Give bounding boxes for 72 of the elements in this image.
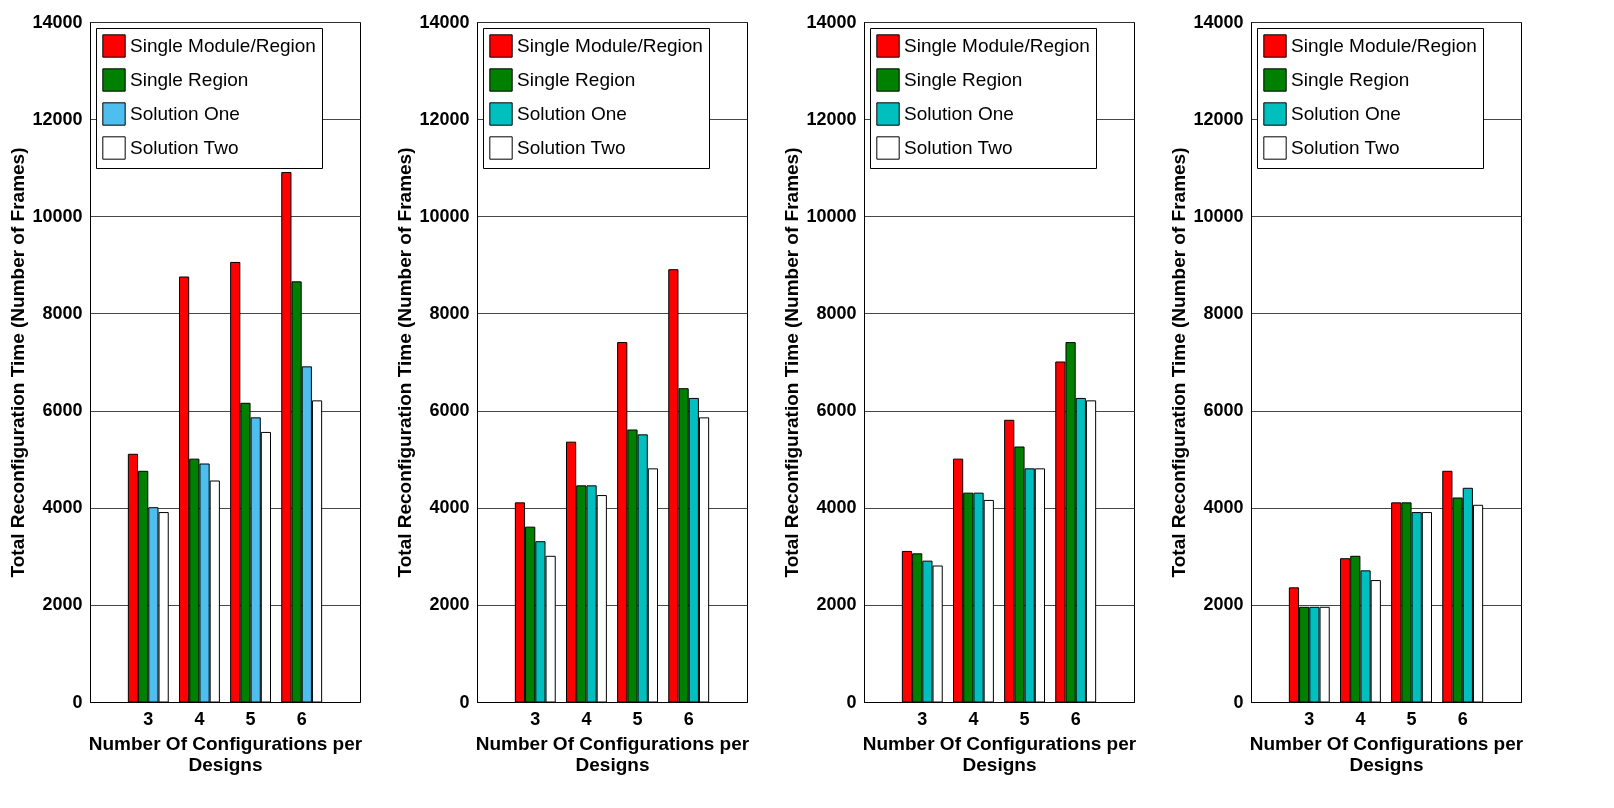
y-tick-label: 4000 (816, 497, 857, 518)
y-tick-label: 2000 (42, 594, 83, 615)
y-tick-label: 8000 (1203, 302, 1244, 323)
legend-label: Single Module/Region (517, 35, 703, 56)
x-axis-title: Number Of Configurations per Designs (862, 732, 1137, 775)
x-tick-label: 5 (1406, 708, 1417, 729)
legend-label: Single Region (130, 69, 249, 90)
x-tick-label: 5 (245, 708, 256, 729)
x-axis-title: Number Of Configurations per Designs (1249, 732, 1524, 775)
x-tick-label: 3 (917, 708, 928, 729)
x-tick-label: 4 (1355, 708, 1366, 729)
y-tick-label: 6000 (816, 400, 857, 421)
legend-label: Solution One (130, 103, 240, 124)
y-tick-label: 2000 (429, 594, 470, 615)
x-tick-label: 5 (632, 708, 643, 729)
legend-label: Solution Two (1291, 137, 1400, 158)
y-tick-label: 8000 (42, 302, 83, 323)
y-tick-label: 8000 (429, 302, 470, 323)
y-tick-label: 12000 (1193, 108, 1244, 129)
legend-label: Solution One (1291, 103, 1401, 124)
y-tick-label: 14000 (806, 11, 857, 32)
x-tick-label: 5 (1019, 708, 1030, 729)
y-tick-label: 12000 (419, 108, 470, 129)
legend-label: Single Region (904, 69, 1023, 90)
y-tick-label: 10000 (419, 205, 470, 226)
y-tick-label: 12000 (806, 108, 857, 129)
x-tick-label: 6 (296, 708, 307, 729)
x-axis-title: Number Of Configurations per Designs (88, 732, 363, 775)
y-tick-label: 2000 (816, 594, 857, 615)
y-tick-label: 0 (459, 691, 470, 712)
y-tick-label: 2000 (1203, 594, 1244, 615)
y-tick-label: 14000 (32, 11, 83, 32)
legend-label: Single Module/Region (1291, 35, 1477, 56)
y-axis-title: Total Reconfiguration Time (Number of Frames) (394, 147, 416, 578)
y-tick-label: 10000 (806, 205, 857, 226)
y-tick-label: 14000 (419, 11, 470, 32)
y-tick-label: 14000 (1193, 11, 1244, 32)
x-tick-label: 4 (968, 708, 979, 729)
legend-label: Solution One (904, 103, 1014, 124)
y-tick-label: 0 (846, 691, 857, 712)
x-tick-label: 6 (1457, 708, 1468, 729)
y-tick-label: 12000 (32, 108, 83, 129)
y-axis-title: Total Reconfiguration Time (Number of Frames) (7, 147, 29, 578)
legend-label: Solution Two (904, 137, 1013, 158)
x-axis-title: Number Of Configurations per Designs (475, 732, 750, 775)
x-tick-label: 6 (683, 708, 694, 729)
y-tick-label: 6000 (1203, 400, 1244, 421)
x-tick-label: 3 (1304, 708, 1315, 729)
y-tick-label: 0 (1233, 691, 1244, 712)
legend-label: Single Region (1291, 69, 1410, 90)
legend-label: Solution Two (130, 137, 239, 158)
legend-label: Solution One (517, 103, 627, 124)
legend-label: Single Region (517, 69, 636, 90)
y-axis-title: Total Reconfiguration Time (Number of Frames) (1168, 147, 1190, 578)
y-tick-label: 10000 (1193, 205, 1244, 226)
x-tick-label: 4 (194, 708, 205, 729)
y-tick-label: 6000 (42, 400, 83, 421)
y-tick-label: 6000 (429, 400, 470, 421)
x-tick-label: 3 (143, 708, 154, 729)
y-axis-title: Total Reconfiguration Time (Number of Frames) (781, 147, 803, 578)
y-tick-label: 0 (72, 691, 83, 712)
legend-label: Single Module/Region (904, 35, 1090, 56)
y-tick-label: 8000 (816, 302, 857, 323)
x-tick-label: 6 (1070, 708, 1081, 729)
legend-label: Single Module/Region (130, 35, 316, 56)
y-tick-label: 4000 (429, 497, 470, 518)
legend-label: Solution Two (517, 137, 626, 158)
y-tick-label: 10000 (32, 205, 83, 226)
y-tick-label: 4000 (1203, 497, 1244, 518)
x-tick-label: 3 (530, 708, 541, 729)
y-tick-label: 4000 (42, 497, 83, 518)
x-tick-label: 4 (581, 708, 592, 729)
